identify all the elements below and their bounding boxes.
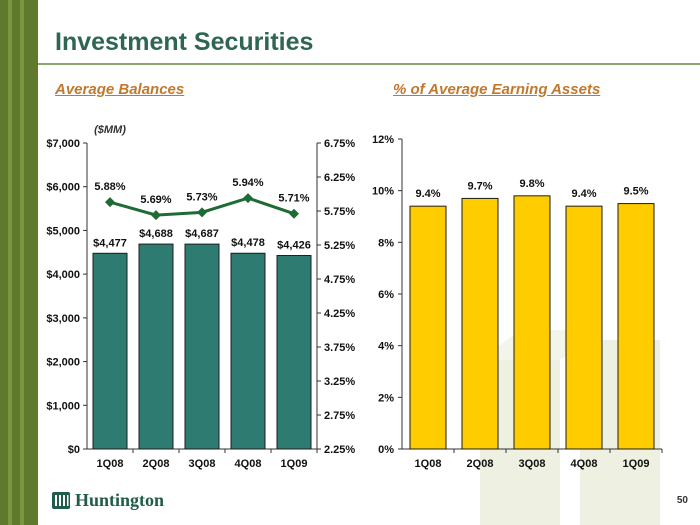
y-tick-label: 8% xyxy=(378,237,394,249)
bar-value-label: $4,426 xyxy=(277,240,311,252)
bar xyxy=(230,252,266,450)
x-tick-label: 1Q08 xyxy=(415,458,442,470)
band-stripe xyxy=(20,0,24,525)
x-tick-label: 4Q08 xyxy=(571,458,598,470)
bar-value-label: $4,477 xyxy=(93,237,127,249)
page-title: Investment Securities xyxy=(55,28,314,56)
yield-label: 5.71% xyxy=(278,193,309,205)
y-tick-label: $1,000 xyxy=(46,400,80,412)
x-tick-label: 1Q08 xyxy=(97,458,124,470)
title-divider xyxy=(38,63,700,65)
x-tick-label: 2Q08 xyxy=(467,458,494,470)
yield-point xyxy=(151,210,161,221)
band-stripe xyxy=(8,0,12,525)
y2-tick-label: 6.25% xyxy=(324,172,355,184)
y2-tick-label: 4.75% xyxy=(324,274,355,286)
y-tick-label: $5,000 xyxy=(46,225,80,237)
y-tick-label: 4% xyxy=(378,341,394,353)
bar xyxy=(461,197,499,450)
x-tick-label: 2Q08 xyxy=(143,458,170,470)
yield-label: 5.94% xyxy=(232,177,263,189)
y-tick-label: $2,000 xyxy=(46,357,80,369)
y-tick-label: 2% xyxy=(378,392,394,404)
y2-tick-label: 5.25% xyxy=(324,240,355,252)
y-tick-label: $6,000 xyxy=(46,182,80,194)
x-tick-label: 3Q08 xyxy=(519,458,546,470)
bar-value-label: 9.7% xyxy=(467,180,492,192)
bar-value-label: 9.8% xyxy=(519,178,544,190)
yield-point xyxy=(105,197,115,208)
right-chart-subtitle: % of Average Earning Assets xyxy=(393,81,601,98)
bar xyxy=(513,195,551,450)
yield-point xyxy=(197,207,207,218)
x-tick-label: 4Q08 xyxy=(235,458,262,470)
y-tick-label: $4,000 xyxy=(46,269,80,281)
y-tick-label: 6% xyxy=(378,289,394,301)
bar-value-label: 9.4% xyxy=(571,188,596,200)
bar-value-label: 9.4% xyxy=(415,188,440,200)
bar xyxy=(138,243,174,450)
yield-label: 5.73% xyxy=(186,191,217,203)
unit-note: ($MM) xyxy=(94,124,126,136)
y-tick-label: 12% xyxy=(372,134,394,146)
y-tick-label: $7,000 xyxy=(46,138,80,150)
y2-tick-label: 2.25% xyxy=(324,444,355,456)
x-tick-label: 1Q09 xyxy=(281,458,308,470)
bar xyxy=(184,243,220,450)
y2-tick-label: 3.75% xyxy=(324,342,355,354)
brand-side-band xyxy=(0,0,38,525)
yield-point xyxy=(289,208,299,219)
bar xyxy=(617,203,655,450)
y2-tick-label: 5.75% xyxy=(324,206,355,218)
y-tick-label: $3,000 xyxy=(46,313,80,325)
yield-label: 5.69% xyxy=(140,194,171,206)
huntington-logo: Huntington xyxy=(52,489,164,511)
x-tick-label: 1Q09 xyxy=(623,458,650,470)
logo-mark-icon xyxy=(52,492,70,509)
yield-label: 5.88% xyxy=(94,181,125,193)
y-tick-label: 0% xyxy=(378,444,394,456)
y2-tick-label: 3.25% xyxy=(324,376,355,388)
bar-value-label: $4,688 xyxy=(139,228,173,240)
yield-point xyxy=(243,193,253,204)
page-number: 50 xyxy=(676,495,688,506)
y2-tick-label: 4.25% xyxy=(324,308,355,320)
y2-tick-label: 6.75% xyxy=(324,138,355,150)
bar xyxy=(409,205,447,450)
bar xyxy=(276,255,312,450)
y-tick-label: $0 xyxy=(68,444,80,456)
y-tick-label: 10% xyxy=(372,186,394,198)
bar xyxy=(92,252,128,450)
y2-tick-label: 2.75% xyxy=(324,410,355,422)
bar-value-label: $4,478 xyxy=(231,237,265,249)
left-chart-subtitle: Average Balances xyxy=(55,81,185,98)
bar-value-label: $4,687 xyxy=(185,228,219,240)
x-tick-label: 3Q08 xyxy=(189,458,216,470)
logo-text: Huntington xyxy=(75,489,165,510)
bar-value-label: 9.5% xyxy=(623,186,648,198)
bar xyxy=(565,205,603,450)
